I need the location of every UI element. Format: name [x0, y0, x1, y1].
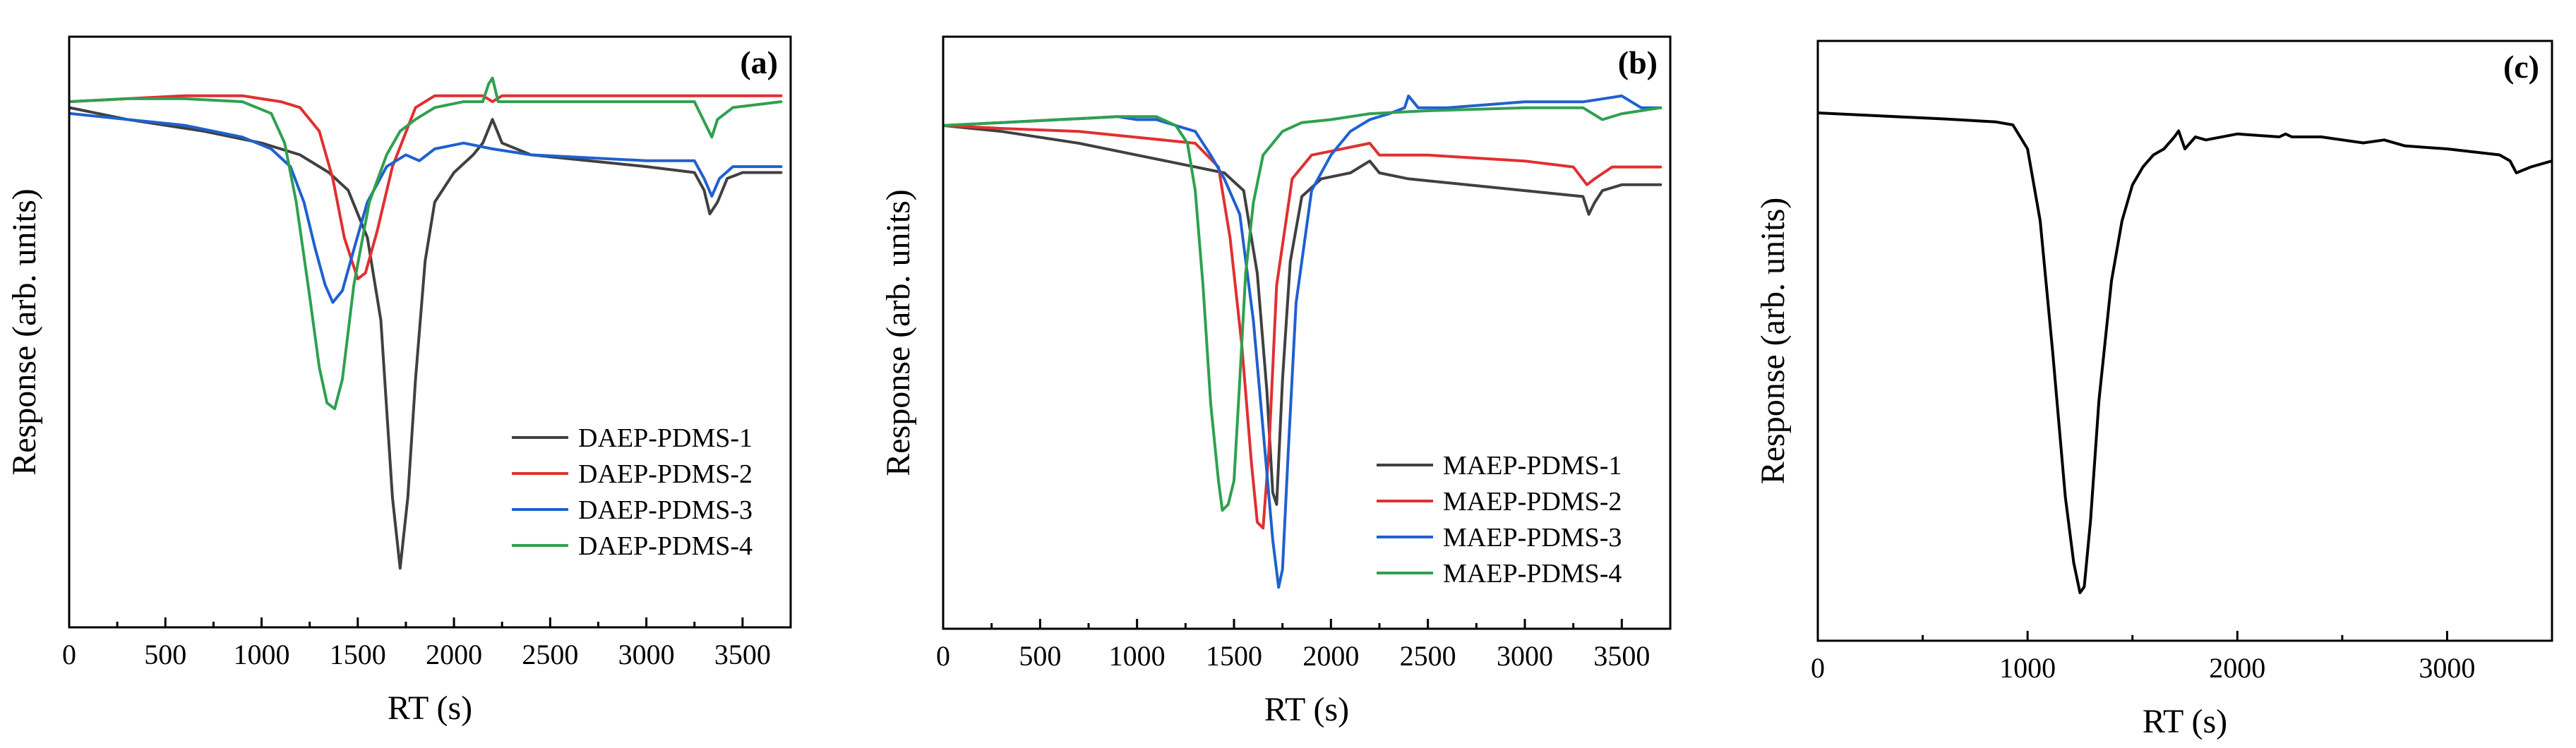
x-tick-label: 500	[1019, 640, 1061, 672]
panel-label: (b)	[1618, 44, 1658, 80]
x-tick-label: 1500	[1206, 640, 1262, 672]
legend-label: DAEP-PDMS-2	[578, 459, 753, 489]
x-tick-label: 3000	[1497, 640, 1553, 672]
x-tick-label: 0	[62, 639, 76, 670]
series-line-daep-pdms-2	[69, 94, 783, 281]
x-tick-label: 2000	[426, 639, 482, 670]
x-tick-label: 2000	[2209, 652, 2265, 684]
x-tick-label: 2000	[1302, 640, 1359, 672]
y-axis-title: Response (arb. units)	[1754, 198, 1792, 485]
plot-frame	[68, 35, 792, 629]
legend-label: MAEP-PDMS-3	[1443, 523, 1622, 553]
x-tick-label: 2500	[522, 639, 578, 670]
series-line-daep-pdms-4	[69, 76, 783, 411]
panel-label: (c)	[2503, 49, 2539, 85]
x-tick-label: 2500	[1400, 640, 1456, 672]
x-tick-label: 3500	[1593, 640, 1650, 672]
series-line-trace	[1818, 111, 2552, 594]
x-tick-label: 3500	[714, 639, 771, 670]
panel-2: 0 1000 2000 3000 RT (s) Response (arb. units)…	[1754, 40, 2553, 740]
legend-label: DAEP-PDMS-1	[578, 423, 753, 453]
panel-0: 0 500 1000 1500 2000 2500 3000 3500 RT (s) Respon…	[6, 35, 792, 727]
x-tick-label: 500	[144, 639, 186, 670]
x-tick-label: 1000	[1109, 640, 1166, 672]
legend-label: MAEP-PDMS-1	[1443, 451, 1622, 481]
series-line-daep-pdms-3	[69, 111, 783, 304]
legend-label: DAEP-PDMS-4	[578, 531, 753, 561]
series-line-maep-pdms-3	[943, 94, 1663, 589]
panel-label: (a)	[740, 44, 778, 80]
plot-frame	[1816, 40, 2553, 642]
legend-label: MAEP-PDMS-2	[1443, 487, 1622, 517]
x-tick-label: 1000	[234, 639, 290, 670]
panel-1: 0 500 1000 1500 2000 2500 3000 3500 RT (s) Respon…	[880, 35, 1672, 728]
legend-label: DAEP-PDMS-3	[578, 495, 753, 525]
x-axis-title: RT (s)	[2143, 703, 2227, 740]
series-line-maep-pdms-2	[943, 123, 1663, 530]
y-axis-title: Response (arb. units)	[880, 189, 917, 476]
series-line-maep-pdms-1	[943, 123, 1663, 506]
legend-label: MAEP-PDMS-4	[1443, 559, 1622, 589]
x-tick-label: 1500	[330, 639, 386, 670]
series-line-maep-pdms-4	[943, 106, 1663, 512]
x-tick-label: 0	[936, 640, 950, 672]
x-axis-title: RT (s)	[1264, 691, 1349, 728]
x-tick-label: 1000	[1999, 652, 2056, 684]
x-tick-label: 3000	[2419, 652, 2475, 684]
x-tick-label: 3000	[618, 639, 675, 670]
series-line-daep-pdms-1	[69, 106, 783, 570]
y-axis-title: Response (arb. units)	[6, 188, 43, 476]
x-tick-label: 0	[1811, 652, 1825, 684]
x-axis-title: RT (s)	[388, 689, 472, 727]
plot-frame	[942, 35, 1672, 630]
